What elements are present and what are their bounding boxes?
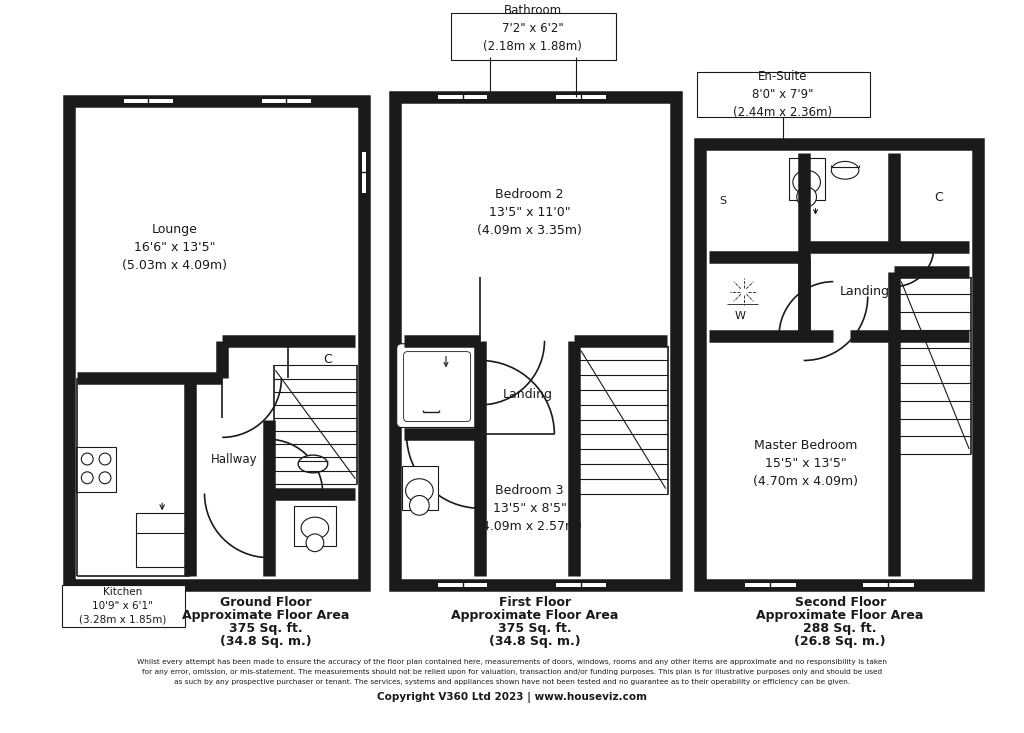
Text: as such by any prospective purchaser or tenant. The services, systems and applia: as such by any prospective purchaser or … — [174, 679, 850, 685]
Text: Kitchen
10'9" x 6'1"
(3.28m x 1.85m): Kitchen 10'9" x 6'1" (3.28m x 1.85m) — [79, 587, 167, 625]
Bar — [401, 466, 438, 510]
Bar — [556, 95, 605, 100]
Ellipse shape — [406, 479, 433, 502]
Text: (34.8 Sq. m.): (34.8 Sq. m.) — [220, 635, 311, 648]
Text: 288 Sq. ft.: 288 Sq. ft. — [804, 622, 877, 635]
Text: Approximate Floor Area: Approximate Floor Area — [451, 609, 618, 622]
Circle shape — [306, 534, 324, 552]
Text: 375 Sq. ft.: 375 Sq. ft. — [498, 622, 571, 635]
Bar — [556, 583, 605, 587]
Bar — [77, 447, 116, 492]
Bar — [394, 97, 676, 585]
Text: for any error, omission, or mis-statement. The measurements should not be relied: for any error, omission, or mis-statemen… — [142, 669, 882, 675]
Text: First Floor: First Floor — [499, 597, 570, 609]
Bar — [438, 95, 487, 100]
Bar — [744, 583, 796, 587]
Text: Landing: Landing — [503, 388, 553, 402]
Bar — [135, 513, 187, 567]
Text: C: C — [934, 191, 943, 205]
Text: (34.8 Sq. m.): (34.8 Sq. m.) — [488, 635, 581, 648]
Text: (26.8 Sq. m.): (26.8 Sq. m.) — [795, 635, 886, 648]
Text: Approximate Floor Area: Approximate Floor Area — [757, 609, 924, 622]
Ellipse shape — [301, 517, 329, 539]
Ellipse shape — [793, 170, 820, 194]
Bar — [863, 583, 914, 587]
Bar — [262, 100, 311, 103]
Bar — [788, 158, 825, 200]
Bar — [69, 101, 365, 585]
Text: Approximate Floor Area: Approximate Floor Area — [182, 609, 349, 622]
Bar — [61, 585, 184, 627]
Text: Lounge
16'6" x 13'5"
(5.03m x 4.09m): Lounge 16'6" x 13'5" (5.03m x 4.09m) — [123, 223, 227, 272]
Text: S: S — [719, 196, 726, 206]
Bar — [124, 100, 173, 103]
Circle shape — [81, 472, 93, 484]
Circle shape — [99, 453, 111, 465]
Circle shape — [81, 453, 93, 465]
Bar — [294, 507, 336, 546]
Text: Copyright V360 Ltd 2023 | www.houseviz.com: Copyright V360 Ltd 2023 | www.houseviz.c… — [377, 692, 647, 703]
Circle shape — [797, 187, 816, 207]
Bar — [697, 72, 869, 117]
Text: Landing: Landing — [840, 285, 890, 298]
Bar — [362, 152, 367, 193]
Text: Bathroom
7'2" x 6'2"
(2.18m x 1.88m): Bathroom 7'2" x 6'2" (2.18m x 1.88m) — [483, 4, 582, 53]
Text: En-Suite
8'0" x 7'9"
(2.44m x 2.36m): En-Suite 8'0" x 7'9" (2.44m x 2.36m) — [733, 70, 833, 119]
Circle shape — [410, 496, 429, 515]
Ellipse shape — [298, 455, 328, 473]
Text: Master Bedroom
15'5" x 13'5"
(4.70m x 4.09m): Master Bedroom 15'5" x 13'5" (4.70m x 4.… — [754, 440, 858, 488]
Bar — [451, 12, 616, 60]
FancyBboxPatch shape — [396, 344, 477, 427]
Text: Bedroom 3
13'5" x 8'5"
(4.09m x 2.57m): Bedroom 3 13'5" x 8'5" (4.09m x 2.57m) — [477, 484, 583, 533]
Text: Hallway: Hallway — [211, 452, 257, 465]
Text: W: W — [734, 311, 745, 321]
Text: 375 Sq. ft.: 375 Sq. ft. — [228, 622, 302, 635]
Text: Whilst every attempt has been made to ensure the accuracy of the floor plan cont: Whilst every attempt has been made to en… — [137, 659, 887, 665]
Bar — [700, 144, 978, 585]
Text: Ground Floor: Ground Floor — [220, 597, 311, 609]
Ellipse shape — [831, 161, 859, 179]
Text: Second Floor: Second Floor — [795, 597, 886, 609]
Circle shape — [99, 472, 111, 484]
Text: Bedroom 2
13'5" x 11'0"
(4.09m x 3.35m): Bedroom 2 13'5" x 11'0" (4.09m x 3.35m) — [477, 188, 583, 237]
Bar — [438, 583, 487, 587]
Text: C: C — [324, 353, 332, 366]
